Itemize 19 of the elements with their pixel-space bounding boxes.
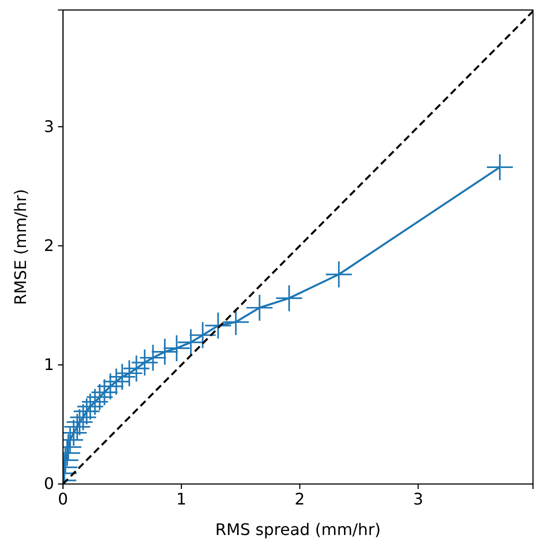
y-axis-title: RMSE (mm/hr) bbox=[11, 188, 30, 306]
point bbox=[276, 285, 302, 312]
point bbox=[222, 309, 249, 336]
x-tick-label: 0 bbox=[58, 489, 68, 508]
point bbox=[326, 261, 352, 288]
x-tick-label: 3 bbox=[413, 489, 424, 508]
x-tick-label: 1 bbox=[176, 489, 186, 508]
y-tick-label: 2 bbox=[44, 236, 54, 255]
point bbox=[123, 355, 150, 382]
point bbox=[246, 294, 273, 321]
x-axis-title: RMS spread (mm/hr) bbox=[215, 520, 381, 539]
y-tick-label: 3 bbox=[44, 116, 54, 136]
point bbox=[486, 154, 513, 180]
point bbox=[164, 335, 190, 362]
x-tick-label: 2 bbox=[294, 489, 305, 508]
y-tick-label: 1 bbox=[44, 355, 54, 374]
y-tick-label: 0 bbox=[44, 474, 54, 494]
point bbox=[132, 350, 158, 376]
point bbox=[140, 344, 166, 371]
